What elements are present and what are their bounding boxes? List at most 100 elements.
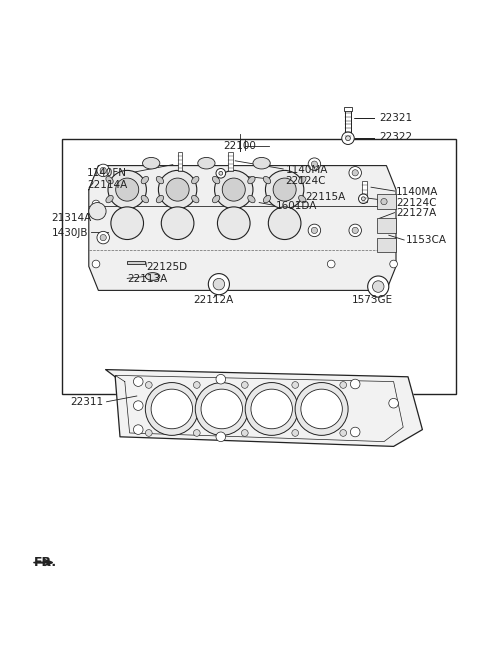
Circle shape — [265, 171, 304, 209]
Circle shape — [89, 202, 106, 220]
Text: 1153CA: 1153CA — [406, 235, 446, 245]
Circle shape — [241, 429, 248, 436]
Text: 1140FN: 1140FN — [87, 168, 127, 178]
Circle shape — [381, 198, 387, 205]
Ellipse shape — [198, 157, 215, 169]
Ellipse shape — [141, 177, 148, 183]
Ellipse shape — [106, 196, 113, 203]
Bar — [345, 110, 351, 136]
Circle shape — [311, 161, 318, 167]
Ellipse shape — [253, 157, 270, 169]
Circle shape — [216, 374, 226, 384]
Bar — [62, 139, 456, 394]
Circle shape — [346, 136, 350, 140]
Circle shape — [145, 429, 152, 436]
Ellipse shape — [143, 157, 160, 169]
Text: 22311: 22311 — [70, 397, 103, 407]
Bar — [178, 152, 182, 171]
Ellipse shape — [192, 196, 199, 203]
Circle shape — [372, 281, 384, 292]
Circle shape — [292, 429, 299, 436]
Circle shape — [213, 278, 225, 290]
Ellipse shape — [264, 177, 271, 183]
Circle shape — [308, 224, 321, 237]
Text: 1601DA: 1601DA — [276, 202, 317, 212]
Circle shape — [161, 207, 194, 239]
Circle shape — [92, 200, 100, 208]
Ellipse shape — [151, 389, 192, 429]
Circle shape — [116, 178, 139, 201]
Circle shape — [158, 171, 197, 209]
Ellipse shape — [141, 196, 148, 203]
Text: 22321: 22321 — [379, 113, 412, 122]
Circle shape — [273, 178, 296, 201]
Ellipse shape — [145, 382, 198, 435]
Circle shape — [359, 194, 368, 204]
Bar — [362, 181, 367, 202]
Circle shape — [97, 231, 109, 244]
Circle shape — [108, 171, 146, 209]
Ellipse shape — [299, 196, 306, 203]
Text: 22113A: 22113A — [127, 274, 168, 284]
Bar — [228, 152, 233, 171]
Circle shape — [166, 178, 189, 201]
Polygon shape — [89, 165, 396, 290]
Ellipse shape — [156, 196, 164, 203]
Polygon shape — [106, 370, 422, 446]
Bar — [344, 107, 352, 111]
Circle shape — [100, 235, 107, 241]
Bar — [127, 261, 145, 265]
Circle shape — [216, 169, 226, 178]
Circle shape — [92, 260, 100, 268]
Circle shape — [219, 171, 223, 175]
Circle shape — [342, 132, 354, 144]
Text: 1430JB: 1430JB — [52, 228, 89, 238]
Text: 22322: 22322 — [379, 132, 412, 142]
Circle shape — [97, 164, 109, 177]
Ellipse shape — [299, 177, 306, 183]
Text: 22100: 22100 — [224, 141, 256, 151]
Ellipse shape — [295, 382, 348, 435]
Circle shape — [133, 401, 143, 411]
Bar — [377, 238, 396, 252]
Ellipse shape — [248, 196, 255, 203]
Ellipse shape — [192, 177, 199, 183]
Circle shape — [241, 382, 248, 388]
Ellipse shape — [201, 389, 242, 429]
Circle shape — [111, 207, 144, 239]
Text: 21314A: 21314A — [51, 214, 91, 223]
Circle shape — [217, 207, 250, 239]
Circle shape — [378, 196, 390, 208]
Ellipse shape — [156, 177, 164, 183]
Text: FR.: FR. — [34, 556, 57, 569]
Ellipse shape — [213, 177, 220, 183]
Circle shape — [349, 224, 361, 237]
Ellipse shape — [145, 273, 160, 280]
Bar — [377, 194, 396, 209]
Ellipse shape — [195, 382, 248, 435]
Circle shape — [308, 158, 321, 171]
Circle shape — [208, 274, 229, 295]
Text: 1140MA: 1140MA — [396, 187, 438, 197]
Circle shape — [350, 427, 360, 437]
Circle shape — [133, 377, 143, 386]
Circle shape — [340, 382, 347, 388]
Text: 1140MA: 1140MA — [286, 165, 328, 175]
Circle shape — [361, 197, 365, 201]
Circle shape — [352, 227, 358, 234]
Ellipse shape — [106, 177, 113, 183]
Text: 22112A: 22112A — [193, 295, 234, 305]
Bar — [377, 218, 396, 233]
Ellipse shape — [213, 196, 220, 203]
Circle shape — [327, 260, 335, 268]
Circle shape — [311, 227, 318, 234]
Circle shape — [390, 260, 397, 268]
Circle shape — [193, 382, 200, 388]
Text: 22127A: 22127A — [396, 208, 436, 218]
Circle shape — [389, 398, 398, 408]
Text: 22125D: 22125D — [146, 262, 188, 272]
Ellipse shape — [251, 389, 292, 429]
Circle shape — [133, 425, 143, 434]
Circle shape — [216, 432, 226, 442]
Circle shape — [222, 178, 245, 201]
